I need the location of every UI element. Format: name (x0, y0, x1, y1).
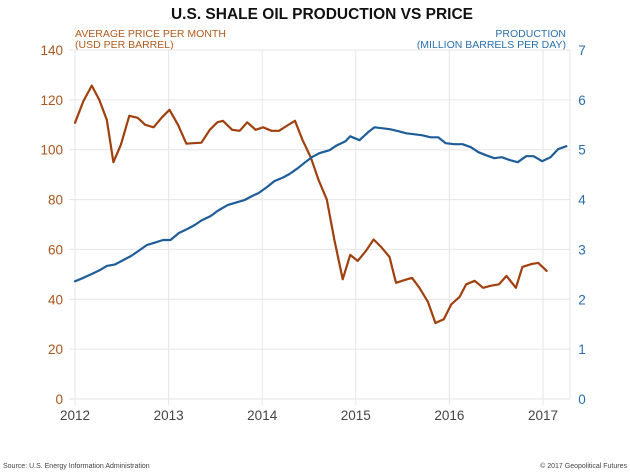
right-tick-label: 3 (578, 242, 586, 257)
left-tick-label: 20 (48, 342, 63, 357)
production-series-line (73, 126, 568, 283)
gridlines (69, 49, 571, 405)
x-axis-ticks: 2012 2013 2014 2015 2016 2017 (60, 408, 558, 423)
right-axis-title-line2: (MILLION BARRELS PER DAY) (417, 39, 566, 51)
left-tick-label: 100 (40, 143, 63, 158)
copyright-note: © 2017 Geopolitical Futures (540, 462, 627, 470)
x-tick-label: 2015 (341, 408, 371, 423)
left-tick-label: 40 (48, 292, 63, 307)
chart-title: U.S. SHALE OIL PRODUCTION VS PRICE (171, 6, 473, 23)
right-tick-label: 1 (578, 342, 586, 357)
right-tick-label: 2 (578, 292, 586, 307)
right-axis-title-line1: PRODUCTION (495, 28, 566, 40)
left-axis-title-line1: AVERAGE PRICE PER MONTH (75, 28, 226, 40)
x-tick-label: 2016 (434, 408, 464, 423)
left-tick-label: 80 (48, 193, 63, 208)
x-tick-label: 2012 (60, 408, 90, 423)
x-tick-label: 2013 (154, 408, 184, 423)
price-series-line (73, 84, 548, 325)
right-axis-ticks: 0 1 2 3 4 5 6 7 (578, 43, 586, 407)
x-tick-label: 2014 (247, 408, 278, 423)
left-tick-label: 0 (55, 392, 63, 407)
series-layer (73, 84, 568, 325)
x-tick-label: 2017 (528, 408, 558, 423)
right-tick-label: 5 (578, 143, 586, 158)
source-note: Source: U.S. Energy Information Administ… (3, 463, 150, 470)
right-tick-label: 7 (578, 43, 586, 58)
right-tick-label: 4 (578, 193, 586, 208)
left-axis-ticks: 0 20 40 60 80 100 120 140 (40, 43, 63, 407)
left-axis-title-line2: (USD PER BARREL) (75, 39, 174, 51)
left-tick-label: 60 (48, 242, 63, 257)
left-tick-label: 140 (40, 43, 63, 58)
right-tick-label: 6 (578, 93, 586, 108)
right-tick-label: 0 (578, 392, 586, 407)
left-tick-label: 120 (40, 93, 63, 108)
